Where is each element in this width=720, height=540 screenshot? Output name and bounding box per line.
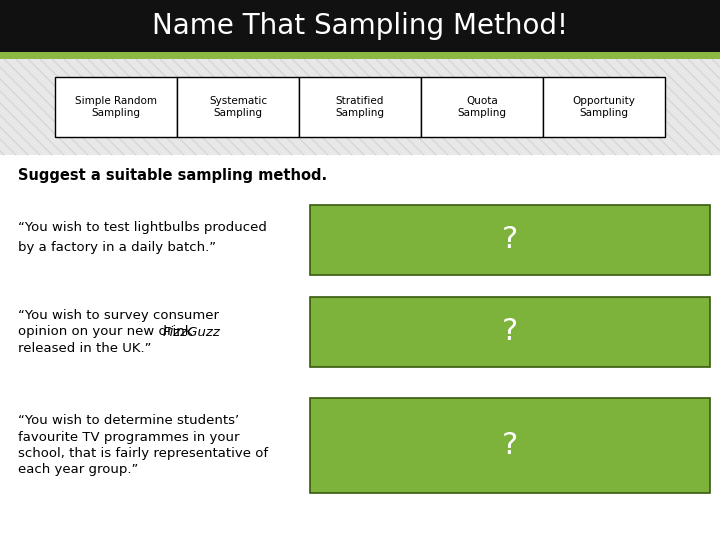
- Bar: [299, 77, 421, 137]
- Text: by a factory in a daily batch.”: by a factory in a daily batch.”: [18, 241, 216, 254]
- Bar: [0, 155, 720, 540]
- Bar: [0, 59, 720, 155]
- Text: Name That Sampling Method!: Name That Sampling Method!: [152, 12, 568, 40]
- Text: Stratified
Sampling: Stratified Sampling: [336, 96, 384, 118]
- Text: each year group.”: each year group.”: [18, 462, 138, 476]
- Text: Simple Random
Sampling: Simple Random Sampling: [75, 96, 157, 118]
- Text: released in the UK.”: released in the UK.”: [18, 341, 151, 354]
- Text: Quota
Sampling: Quota Sampling: [457, 96, 506, 118]
- Text: ?: ?: [502, 318, 518, 347]
- Bar: [0, 52, 720, 59]
- Text: “You wish to test lightbulbs produced: “You wish to test lightbulbs produced: [18, 221, 267, 234]
- Text: ?: ?: [502, 430, 518, 460]
- Text: “You wish to determine students’: “You wish to determine students’: [18, 415, 239, 428]
- Bar: [421, 77, 543, 137]
- Text: school, that is fairly representative of: school, that is fairly representative of: [18, 447, 268, 460]
- Bar: [310, 297, 710, 367]
- Text: Systematic
Sampling: Systematic Sampling: [209, 96, 267, 118]
- Bar: [543, 77, 665, 137]
- Bar: [0, 0, 720, 52]
- Text: Opportunity
Sampling: Opportunity Sampling: [572, 96, 636, 118]
- Text: ?: ?: [502, 226, 518, 254]
- Text: Suggest a suitable sampling method.: Suggest a suitable sampling method.: [18, 168, 327, 183]
- Bar: [310, 397, 710, 492]
- Bar: [177, 77, 299, 137]
- Bar: [55, 77, 177, 137]
- Text: “You wish to survey consumer: “You wish to survey consumer: [18, 309, 219, 322]
- Text: FizzGuzz: FizzGuzz: [163, 326, 221, 339]
- Text: favourite TV programmes in your: favourite TV programmes in your: [18, 430, 240, 443]
- Text: opinion on your new drink: opinion on your new drink: [18, 326, 197, 339]
- Bar: [310, 205, 710, 275]
